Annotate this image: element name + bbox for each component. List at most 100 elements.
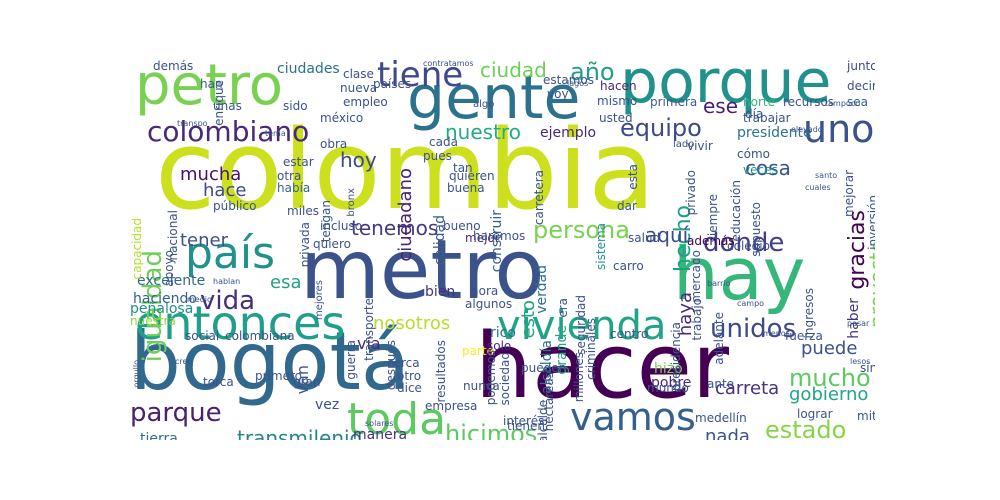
word-nuestro: nuestro [445,120,521,144]
word-mejor: mejor [465,231,500,245]
word-colombiano: colombiano [147,115,310,148]
word-nunca: nunca [463,379,500,393]
word-empresa: empresa [425,399,478,413]
word-tiene: tiene [377,60,464,95]
word-nuestra: nuestra [130,314,176,328]
word-toda: toda [347,394,447,441]
word-hablan: hablan [213,277,241,286]
word-hacer: hacer [475,314,730,419]
word-mitad: mitad [857,409,875,423]
word-pues: pues [423,149,452,163]
word-estamos: estamos [543,73,594,87]
word-cómo: cómo [737,147,770,161]
word-transmilenio: transmilenio [237,426,362,440]
word-voy: voy [547,87,569,101]
word-lesos: lesos [850,357,871,366]
word-día: día [745,107,764,121]
word-haciendo: haciendo [133,291,197,307]
word-miles: miles [287,204,319,218]
word-entonces: entonces [135,296,346,350]
word-esta: esta [626,164,640,190]
word-proyecto: proyecto [865,240,875,328]
word-inversión: inversión [866,195,875,250]
word-presidencia: presidencia [669,322,683,392]
word-solo: solo [487,339,512,353]
word-vía: vía [357,334,381,353]
word-sociedad: sociedad [498,352,512,406]
word-méxico: méxico [320,111,364,125]
word-bogotá: bogotá [130,315,410,408]
word-norte: norte [743,95,775,109]
word-adelante: adelante [712,312,726,365]
word-persona: persona [533,216,630,244]
word-sino: sino [860,361,875,375]
word-nosotros: nosotros [373,313,451,334]
word-haremos: haremos [473,229,526,243]
word-transporte: transporte [362,298,376,361]
word-mercado: mercado [689,250,703,303]
word-ciudad: ciudad [480,60,547,82]
word-cerca: cerca [387,356,420,370]
word-orgullo: orgullo [132,360,141,388]
word-buena: buena [447,181,485,195]
word-incluso: incluso [320,219,363,233]
word-vamos: vamos [570,395,696,439]
word-aquí: aquí [645,223,689,247]
word-tenemos: tenemos [351,216,439,240]
word-primero: primero [255,369,302,383]
word-ciudades: ciudades [277,61,340,77]
word-centro: centro [610,327,649,341]
word-peñalosa: peñalosa [130,301,194,317]
word-lagos: lagos [567,79,589,88]
word-tan: tan [453,161,473,175]
word-hoy: hoy [340,148,377,172]
word-países: países [373,77,412,91]
word-junto: junto [847,60,875,73]
word-esa: esa [270,272,302,293]
word-gobierno: gobierno [789,384,869,405]
word-educación: educación [729,180,743,242]
word-cuales: cuales [805,183,831,192]
word-mejorar: mejorar [842,170,856,217]
word-excelente: excelente [137,273,206,289]
word-social: social [185,329,220,343]
word-menos: menos [763,329,790,338]
word-pobre: pobre [651,375,692,391]
word-sido: sido [283,99,308,113]
word-además: además [687,234,735,248]
word-colombiana: colombiana [225,329,295,343]
word-porque: porque [620,60,832,117]
word-algo: algo [473,99,495,110]
word-clase: clase [343,67,374,81]
word-privada: privada [298,222,312,268]
word-gente: gente [407,63,581,133]
word-puede: puede [801,338,858,359]
word-tienen: tienen [507,419,546,433]
word-trabajo: trabajo [690,298,704,341]
word-privado: privado [684,170,698,216]
word-resultados: resultados [434,340,448,403]
word-país: país [185,228,276,279]
word-sistema: sistema [594,223,608,270]
word-torca: torca [203,375,234,389]
word-verdad: verdad [534,265,550,314]
word-obra: obra [320,137,348,151]
word-ese: ese [703,94,739,118]
word-nada: nada [705,426,750,441]
word-apoyo: apoyo [162,250,176,287]
word-han: han [200,77,223,91]
word-metro: metro [300,223,545,318]
word-colombia: colombia [155,106,656,234]
word-carretera: carretera [532,170,546,226]
word-sea: sea [847,95,868,109]
word-interés: interés [503,414,545,428]
word-ciudadano: ciudadano [395,168,416,262]
word-creo: creo [175,357,193,366]
word-ante: ante [707,377,735,391]
word-tener: tener [180,230,229,251]
word-mejores: mejores [314,280,325,321]
word-bien: bien [425,284,456,300]
word-presidente: presidente [737,125,812,141]
word-otro: otro [397,369,422,383]
word-quieren: quieren [449,169,495,183]
